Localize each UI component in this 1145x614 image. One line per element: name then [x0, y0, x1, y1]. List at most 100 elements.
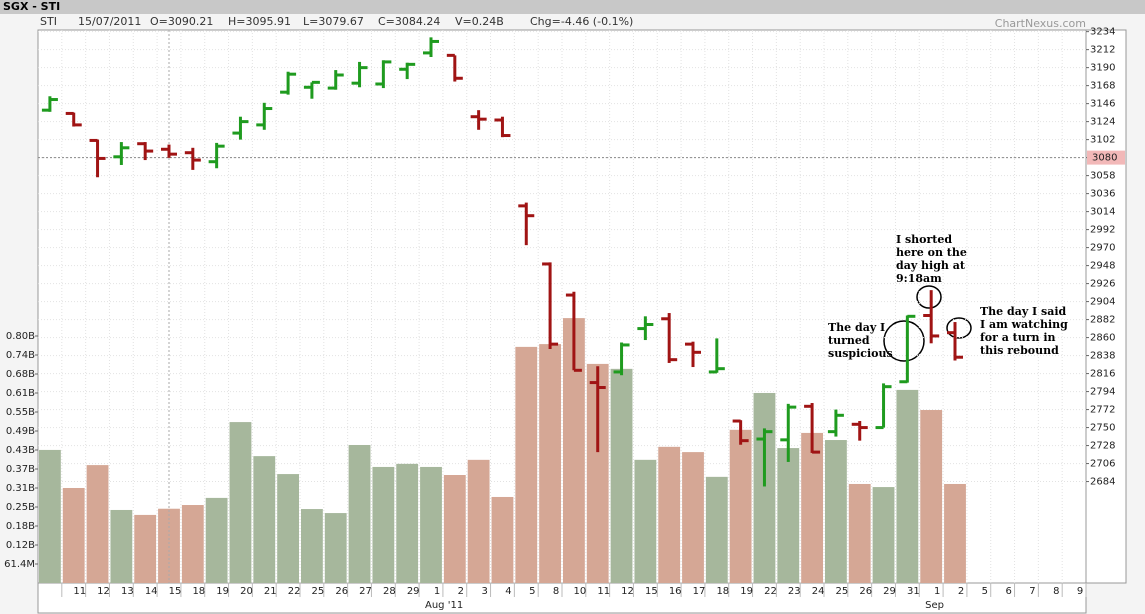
- y-tick-label: 2750: [1090, 423, 1115, 434]
- volume-bar: [848, 483, 871, 583]
- info-item: C=3084.24: [378, 15, 440, 28]
- y-tick-label: 3190: [1090, 63, 1115, 74]
- volume-bar: [467, 459, 490, 583]
- volume-bar: [777, 448, 800, 583]
- volume-bar: [396, 463, 419, 583]
- annotation-circle: [883, 320, 925, 362]
- y-tick-label: 3036: [1090, 189, 1115, 200]
- y2-tick-label: 0.80B: [6, 331, 35, 342]
- y-tick-label: 3124: [1090, 117, 1115, 128]
- annotation: suspicious: [828, 347, 893, 360]
- title-bar: [0, 0, 1145, 14]
- price-axis: [1085, 29, 1127, 584]
- annotation: this rebound: [980, 344, 1059, 357]
- y2-tick-label: 0.18B: [6, 521, 35, 532]
- x-tick-label: 22: [764, 586, 777, 597]
- volume-bar: [134, 514, 157, 583]
- x-tick-label: 8: [553, 586, 559, 597]
- y2-tick-label: 0.61B: [6, 388, 35, 399]
- volume-bar: [348, 444, 371, 583]
- volume-bar: [896, 389, 919, 583]
- volume-bar: [253, 456, 276, 583]
- x-tick-label: 15: [169, 586, 182, 597]
- y-tick-label: 2794: [1090, 387, 1115, 398]
- y-tick-label: 3102: [1090, 135, 1115, 146]
- x-tick-label: 19: [216, 586, 229, 597]
- x-tick-label: 3: [481, 586, 487, 597]
- x-tick-label: 24: [812, 586, 825, 597]
- annotation: turned: [828, 334, 870, 347]
- x-tick-label: 8: [1053, 586, 1059, 597]
- volume-bar: [324, 513, 347, 583]
- annotation: The day I said: [980, 305, 1067, 318]
- y-tick-label: 3014: [1090, 207, 1115, 218]
- y-tick-label: 2882: [1090, 315, 1115, 326]
- y2-tick-label: 0.12B: [6, 540, 35, 551]
- volume-bar: [658, 446, 681, 583]
- volume-bar: [944, 483, 966, 583]
- y2-tick-label: 0.49B: [6, 426, 35, 437]
- y-tick-label: 2684: [1090, 477, 1115, 488]
- y-tick-label: 3058: [1090, 171, 1115, 182]
- y2-tick-label: 0.25B: [6, 502, 35, 513]
- x-tick-label: 11: [597, 586, 610, 597]
- info-item: O=3090.21: [150, 15, 213, 28]
- annotation: The day I: [828, 321, 885, 334]
- volume-bar: [705, 476, 728, 583]
- x-tick-label: 25: [312, 586, 325, 597]
- x-tick-label: 16: [669, 586, 682, 597]
- y2-tick-label: 0.74B: [6, 350, 35, 361]
- annotation: for a turn in: [980, 331, 1056, 344]
- x-tick-label: 4: [505, 586, 511, 597]
- info-item: STI: [40, 15, 57, 28]
- x-tick-label: 11: [73, 586, 86, 597]
- watermark: ChartNexus.com: [995, 17, 1086, 30]
- y2-tick-label: 0.31B: [6, 483, 35, 494]
- x-tick-label: 12: [621, 586, 634, 597]
- x-tick-label: 23: [788, 586, 801, 597]
- x-tick-label: 9: [1077, 586, 1083, 597]
- volume-bar: [420, 466, 442, 583]
- x-tick-label: 27: [359, 586, 372, 597]
- volume-bar: [920, 410, 943, 583]
- volume-bar: [86, 465, 109, 583]
- volume-bar: [301, 509, 323, 583]
- y-tick-label: 2816: [1090, 369, 1115, 380]
- info-item: 15/07/2011: [78, 15, 141, 28]
- volume-bar: [610, 368, 633, 583]
- volume-bar: [729, 429, 752, 583]
- x-tick-label: 25: [836, 586, 849, 597]
- y-tick-label: 2926: [1090, 279, 1115, 290]
- x-tick-label: 13: [121, 586, 134, 597]
- y-tick-label: 2860: [1090, 333, 1115, 344]
- volume-bar: [229, 422, 252, 583]
- info-item: V=0.24B: [455, 15, 504, 28]
- annotation-circle: [916, 285, 942, 309]
- x-tick-label: 2: [958, 586, 964, 597]
- volume-bar: [205, 497, 228, 583]
- volume-bar: [277, 474, 299, 583]
- x-tick-label: 29: [883, 586, 896, 597]
- x-tick-label: 7: [1029, 586, 1035, 597]
- chart-title: SGX - STI: [3, 0, 60, 13]
- y2-tick-label: 0.55B: [6, 407, 35, 418]
- x-tick-label: 19: [740, 586, 753, 597]
- cursor-price-box: [1087, 150, 1125, 165]
- annotation: 9:18am: [896, 272, 942, 285]
- info-item: H=3095.91: [228, 15, 291, 28]
- annotation: I shorted: [896, 233, 952, 246]
- x-tick-label: 5: [982, 586, 988, 597]
- y-tick-label: 2992: [1090, 225, 1115, 236]
- info-item: Chg=-4.46 (-0.1%): [530, 15, 633, 28]
- x-tick-label: 1: [434, 586, 440, 597]
- volume-bar: [586, 363, 609, 583]
- y-tick-label: 3146: [1090, 99, 1115, 110]
- volume-bar: [158, 508, 180, 583]
- x-tick-label: 31: [907, 586, 920, 597]
- x-tick-label: 1: [934, 586, 940, 597]
- y2-tick-label: 0.43B: [6, 445, 35, 456]
- y-tick-label: 2904: [1090, 297, 1115, 308]
- volume-bar: [181, 505, 204, 583]
- y-tick-label: 2728: [1090, 441, 1115, 452]
